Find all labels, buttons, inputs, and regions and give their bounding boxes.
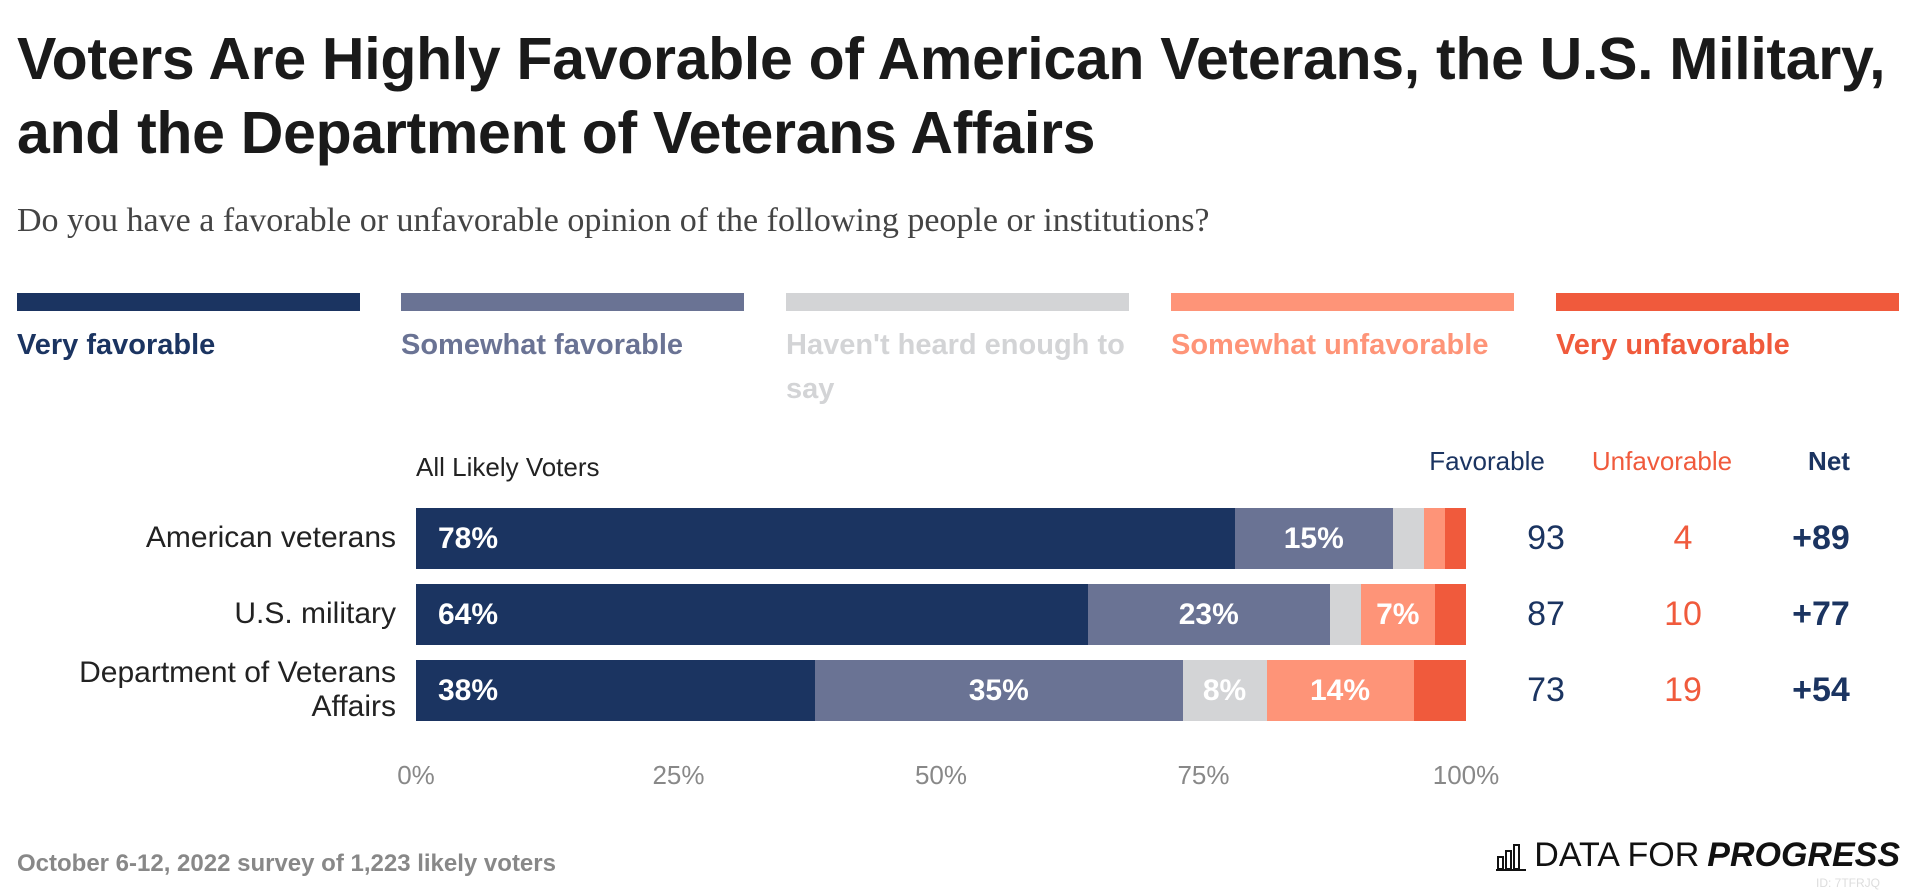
- summary-value: 87: [1527, 595, 1565, 633]
- bar-segment: [815, 660, 1183, 721]
- x-tick-label: 25%: [652, 760, 705, 790]
- summary-value: 4: [1673, 519, 1693, 557]
- legend-item: Somewhat unfavorable: [1171, 293, 1514, 367]
- bar-value-label: 14%: [1309, 674, 1371, 707]
- summary-value: +89: [1792, 519, 1850, 557]
- bar-segment: [1434, 584, 1466, 645]
- legend-item: Haven't heard enough to say: [786, 293, 1129, 411]
- bar-value-label: 15%: [1283, 522, 1344, 555]
- legend-label: Very favorable: [17, 329, 216, 361]
- chart-title: Voters Are Highly Favorable of American …: [17, 26, 1886, 166]
- x-tick-label: 0%: [397, 760, 435, 790]
- legend-label: Very unfavorable: [1556, 329, 1790, 361]
- category-label: Department of Veterans Affairs: [79, 656, 396, 723]
- bar-segment: [1235, 508, 1393, 569]
- summary-value: 93: [1527, 519, 1565, 557]
- x-tick-label: 100%: [1432, 760, 1500, 790]
- legend-swatch: [786, 293, 1129, 311]
- legend-swatch: [17, 293, 360, 311]
- x-tick-label: 75%: [1177, 760, 1230, 790]
- column-header: Unfavorable: [1591, 446, 1733, 476]
- bar-segment: [1445, 508, 1466, 569]
- summary-value: 19: [1664, 671, 1702, 709]
- bar-segment: [1182, 660, 1267, 721]
- legend-item: Somewhat favorable: [401, 293, 744, 367]
- legend-label: Somewhat favorable: [401, 329, 684, 361]
- bar-segment: [1392, 508, 1424, 569]
- column-header: Favorable: [1429, 446, 1545, 476]
- footer-note: October 6-12, 2022 survey of 1,223 likel…: [17, 850, 556, 877]
- legend-label: Somewhat unfavorable: [1171, 329, 1489, 361]
- logo: DATA FOR PROGRESS: [1496, 836, 1900, 875]
- bar-value-label: 8%: [1202, 674, 1247, 707]
- legend-swatch: [1171, 293, 1514, 311]
- legend-item: Very unfavorable: [1556, 293, 1899, 367]
- bar-segment: [1088, 584, 1330, 645]
- bar-segment: [1361, 584, 1435, 645]
- legend-swatch: [1556, 293, 1899, 311]
- bar-segment: [1329, 584, 1361, 645]
- chart-subtitle: Do you have a favorable or unfavorable o…: [17, 202, 1210, 239]
- legend-label: Haven't heard enough to say: [786, 329, 1125, 405]
- logo-text-bold: PROGRESS: [1707, 836, 1900, 874]
- bar-value-label: 23%: [1178, 598, 1239, 631]
- category-label: American veterans: [145, 521, 396, 554]
- watermark: ID: 7TFRJQ: [1815, 876, 1880, 890]
- bar-segment: [1413, 660, 1466, 721]
- bar-value-label: 78%: [438, 522, 499, 555]
- bar-value-label: 38%: [438, 674, 499, 707]
- bar-value-label: 7%: [1376, 598, 1420, 631]
- logo-text-light: DATA FOR: [1534, 836, 1700, 874]
- summary-value: +54: [1792, 671, 1850, 709]
- summary-value: 10: [1664, 595, 1702, 633]
- legend-item: Very favorable: [17, 293, 360, 367]
- x-tick-label: 50%: [914, 760, 968, 790]
- bar-segment: [416, 508, 1235, 569]
- bar-segment: [1424, 508, 1445, 569]
- column-header: Net: [1808, 446, 1850, 476]
- summary-value: +77: [1792, 595, 1850, 633]
- bar-chart-icon: [1496, 843, 1527, 871]
- bar-segment: [1266, 660, 1414, 721]
- summary-value: 73: [1527, 671, 1565, 709]
- group-label: All Likely Voters: [416, 452, 600, 482]
- legend-swatch: [401, 293, 744, 311]
- bar-value-label: 64%: [438, 598, 499, 631]
- category-label: U.S. military: [234, 597, 396, 630]
- bar-segment: [416, 584, 1088, 645]
- bar-value-label: 35%: [968, 674, 1029, 707]
- bar-segment: [416, 660, 815, 721]
